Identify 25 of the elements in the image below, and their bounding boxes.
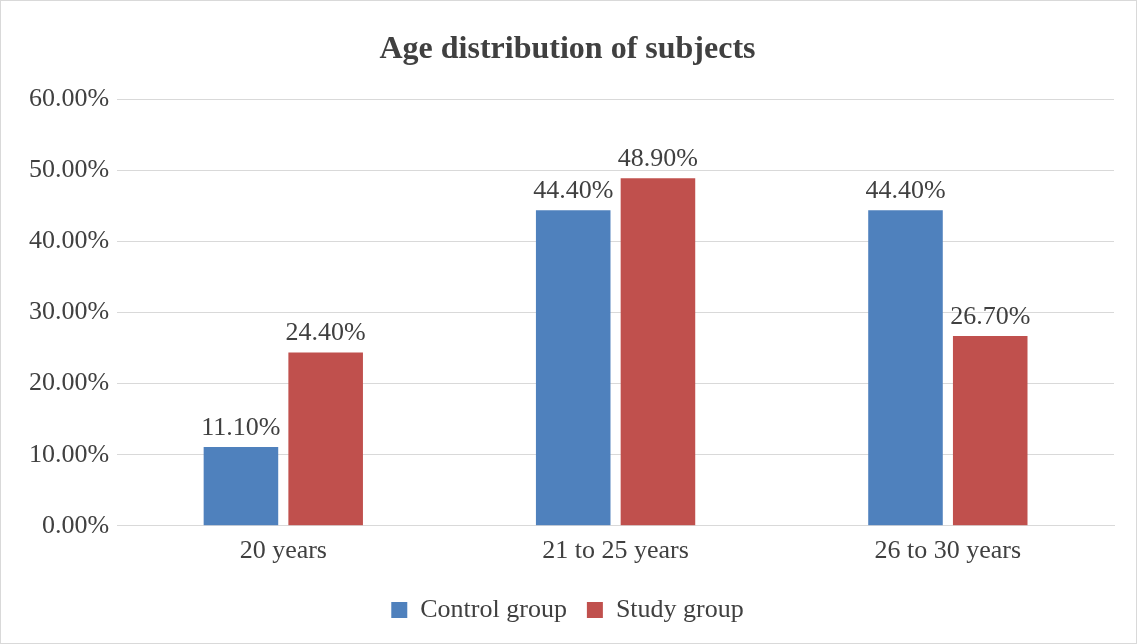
x-tick-label: 21 to 25 years — [542, 535, 689, 565]
y-tick-label: 50.00% — [28, 154, 110, 184]
x-tick-label: 20 years — [239, 535, 327, 565]
legend-label: Study group — [615, 593, 744, 623]
bar — [952, 336, 1028, 526]
y-tick-label: 0.00% — [41, 509, 110, 539]
data-label: 26.70% — [950, 300, 1031, 330]
data-label: 48.90% — [617, 143, 699, 173]
bar — [288, 352, 363, 526]
y-tick-label: 20.00% — [28, 367, 110, 397]
data-label: 44.40% — [533, 175, 614, 205]
bar — [535, 210, 611, 526]
data-label: 44.40% — [865, 175, 946, 205]
y-tick-label: 30.00% — [28, 296, 110, 326]
chart-title: Age distribution of subjects — [379, 29, 756, 66]
y-tick-label: 40.00% — [28, 225, 110, 255]
bar — [868, 210, 943, 526]
y-tick-label: 10.00% — [28, 438, 110, 468]
legend-label: Control group — [420, 593, 567, 623]
x-tick-label: 26 to 30 years — [874, 535, 1022, 565]
data-label: 11.10% — [201, 411, 281, 441]
y-tick-label: 60.00% — [28, 83, 110, 113]
data-label: 24.40% — [285, 317, 366, 347]
bar — [203, 446, 279, 526]
bar — [620, 178, 696, 526]
